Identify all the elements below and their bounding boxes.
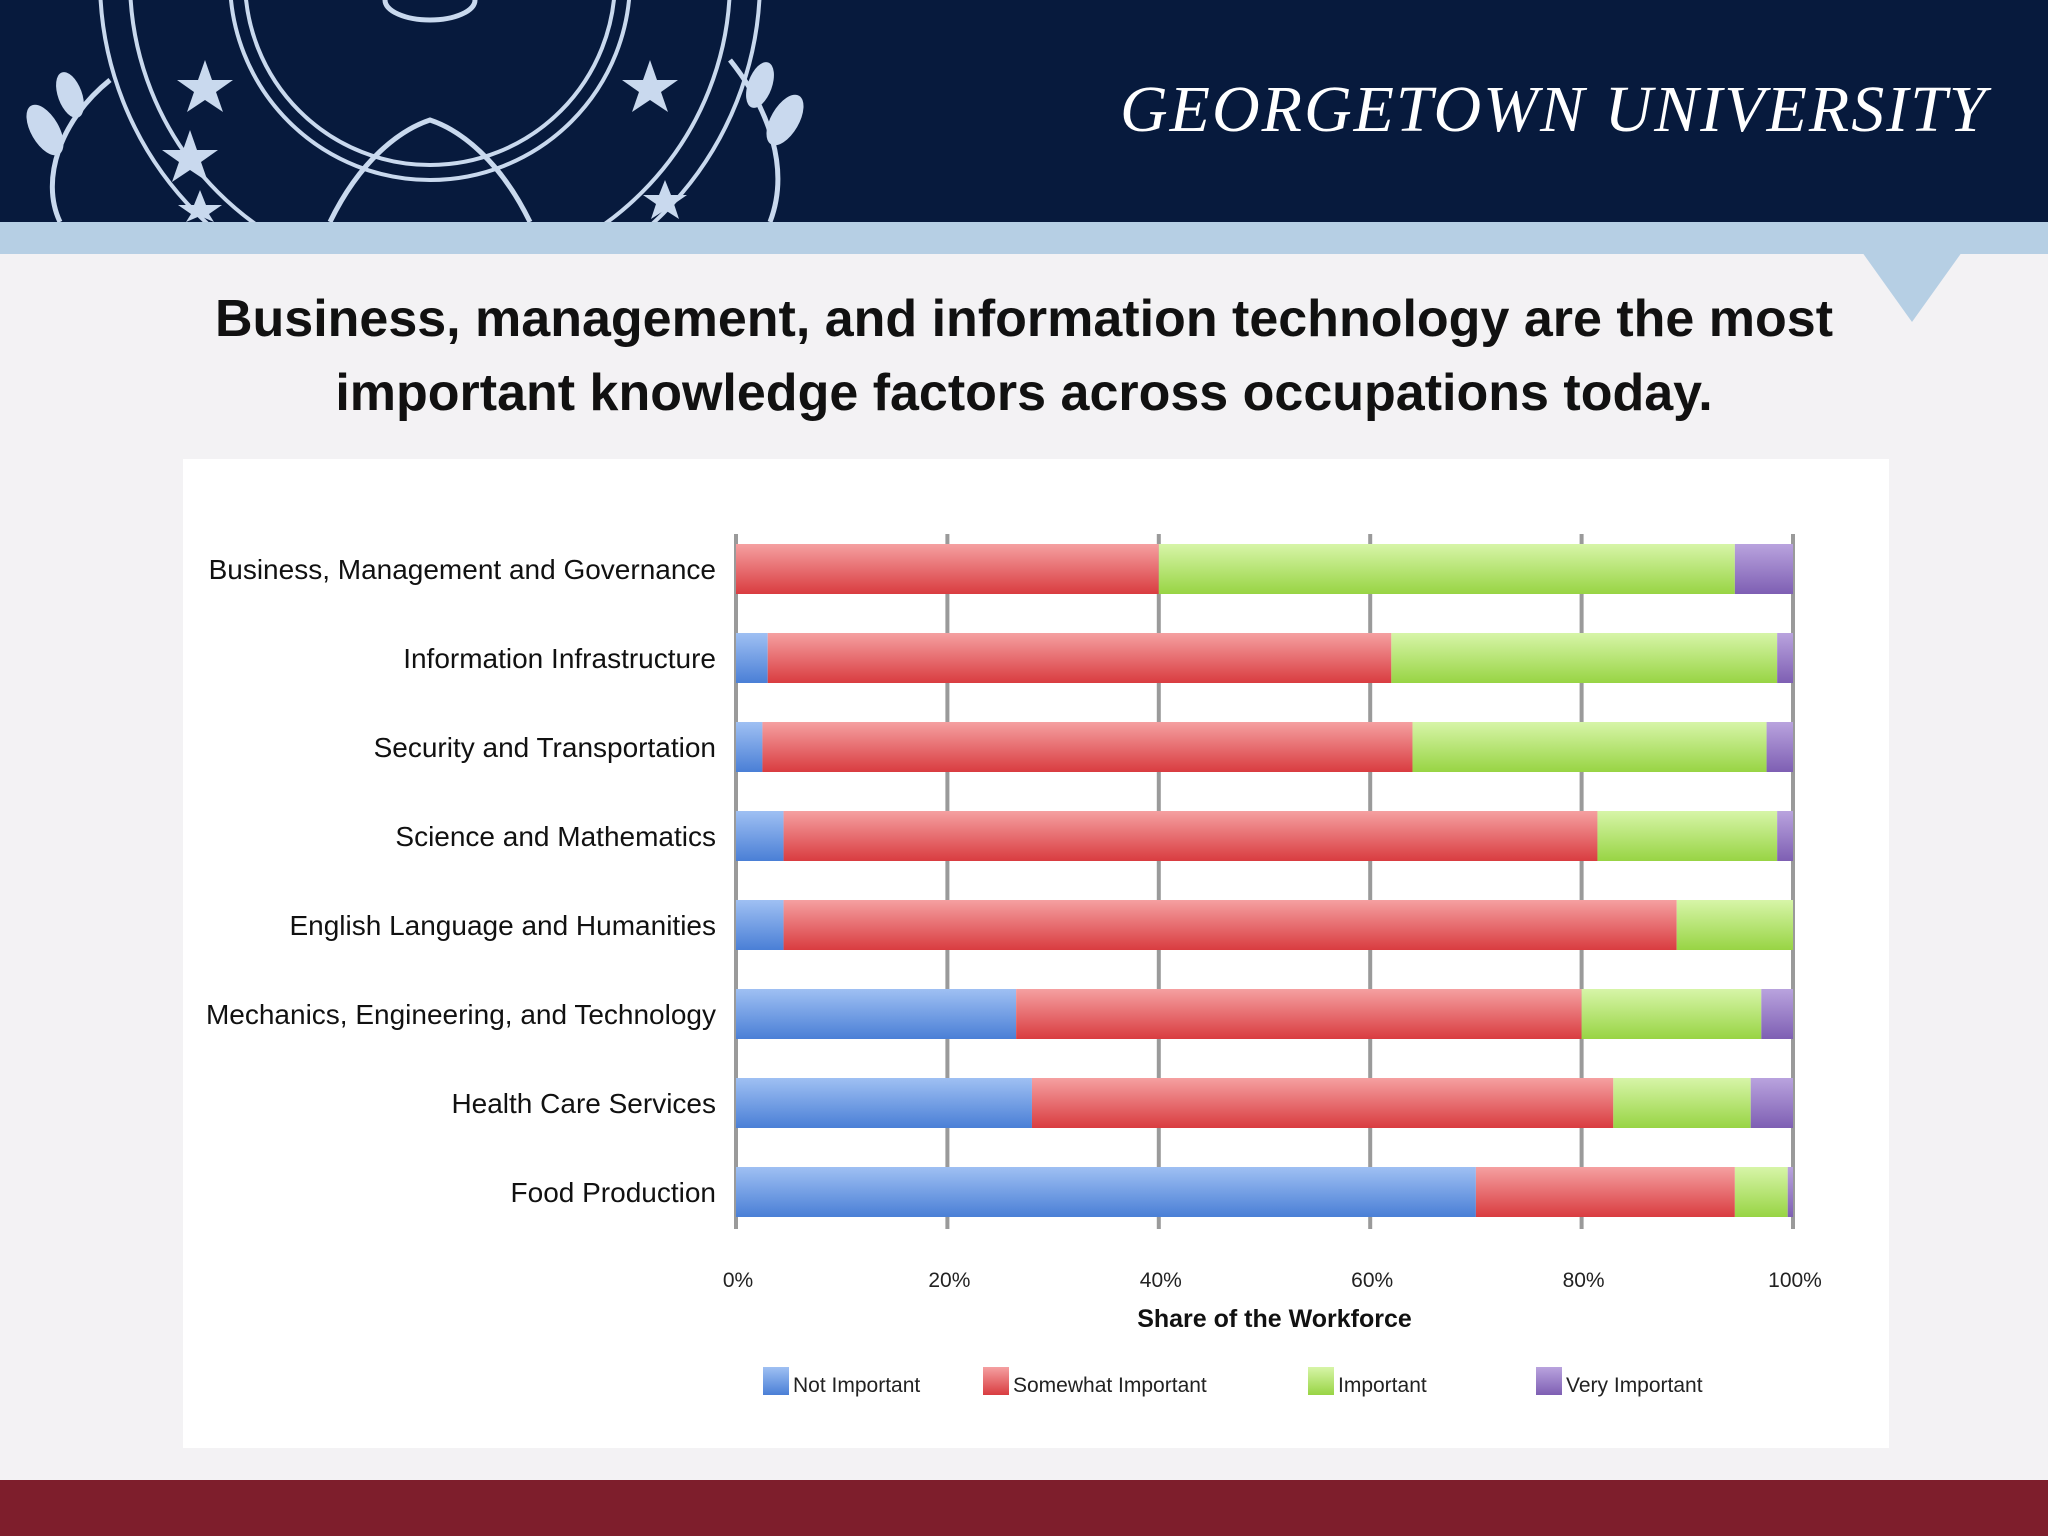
legend-label: Very Important: [1566, 1374, 1703, 1397]
legend-label: Important: [1338, 1374, 1427, 1397]
bar-segment: [736, 722, 763, 772]
slide-title: Business, management, and information te…: [100, 282, 1948, 430]
stacked-bar-chart: 0% 20% 40% 60% 80% 100% Business, Management a…: [206, 534, 1822, 1397]
stripe-tab-marker: [1862, 252, 1962, 322]
category-label: Science and Mathematics: [395, 821, 716, 852]
bar-segment: [1777, 633, 1793, 683]
legend-label: Not Important: [793, 1374, 920, 1397]
bar-segment: [1158, 544, 1735, 594]
bar-segment: [1581, 989, 1762, 1039]
x-tick-label: 80%: [1563, 1269, 1605, 1292]
bar-segment: [1787, 1167, 1793, 1217]
legend-label: Somewhat Important: [1013, 1374, 1207, 1397]
bar-segment: [736, 989, 1017, 1039]
bar-segment: [736, 900, 784, 950]
bar-segment: [1016, 989, 1582, 1039]
slide-title-line-2: important knowledge factors across occup…: [335, 364, 1713, 422]
bar-segment: [783, 900, 1677, 950]
x-tick-label: 60%: [1351, 1269, 1393, 1292]
bar-segment: [736, 633, 768, 683]
bar-segment: [736, 811, 784, 861]
legend-swatch: [983, 1367, 1009, 1395]
category-label: Mechanics, Engineering, and Technology: [206, 999, 716, 1030]
bar-segment: [1475, 1167, 1735, 1217]
bar-segment: [1766, 722, 1793, 772]
bar-segment: [1391, 633, 1778, 683]
university-seal-icon: [26, 0, 804, 222]
bar-segment: [1613, 1078, 1751, 1128]
header-banner: GEORGETOWN UNIVERSITY: [0, 0, 2048, 222]
bar-segment: [1031, 1078, 1614, 1128]
bar-segment: [1734, 544, 1793, 594]
category-label: Security and Transportation: [374, 732, 716, 763]
legend-swatch: [1536, 1367, 1562, 1395]
bar-segment: [1412, 722, 1767, 772]
header-stripe: [0, 222, 2048, 254]
bar-segment: [1750, 1078, 1793, 1128]
bar-segment: [762, 722, 1413, 772]
x-tick-label: 40%: [1140, 1269, 1182, 1292]
chart-panel: 0% 20% 40% 60% 80% 100% Business, Management a…: [183, 459, 1889, 1448]
bar-segment: [1777, 811, 1793, 861]
x-axis-title: Share of the Workforce: [1137, 1305, 1412, 1333]
bar-segment: [1734, 1167, 1788, 1217]
bar-segment: [736, 544, 1159, 594]
category-label: Food Production: [511, 1177, 716, 1208]
x-tick-label: 0%: [723, 1269, 753, 1292]
x-tick-label: 20%: [928, 1269, 970, 1292]
x-tick-label: 100%: [1768, 1269, 1822, 1292]
slide-title-line-1: Business, management, and information te…: [214, 290, 1834, 348]
footer-bar: [0, 1480, 2048, 1536]
bar-segment: [1597, 811, 1778, 861]
legend-swatch: [1308, 1367, 1334, 1395]
category-label: English Language and Humanities: [289, 910, 716, 941]
bar-segment: [1761, 989, 1793, 1039]
legend-swatch: [763, 1367, 789, 1395]
category-label: Business, Management and Governance: [209, 554, 716, 585]
category-label: Health Care Services: [451, 1088, 716, 1119]
bar-segment: [736, 1167, 1476, 1217]
bar-segment: [736, 1078, 1032, 1128]
bar-segment: [783, 811, 1598, 861]
bar-segment: [1676, 900, 1793, 950]
category-label: Information Infrastructure: [403, 643, 716, 674]
university-wordmark: GEORGETOWN UNIVERSITY: [1120, 73, 1988, 146]
bar-segment: [767, 633, 1392, 683]
